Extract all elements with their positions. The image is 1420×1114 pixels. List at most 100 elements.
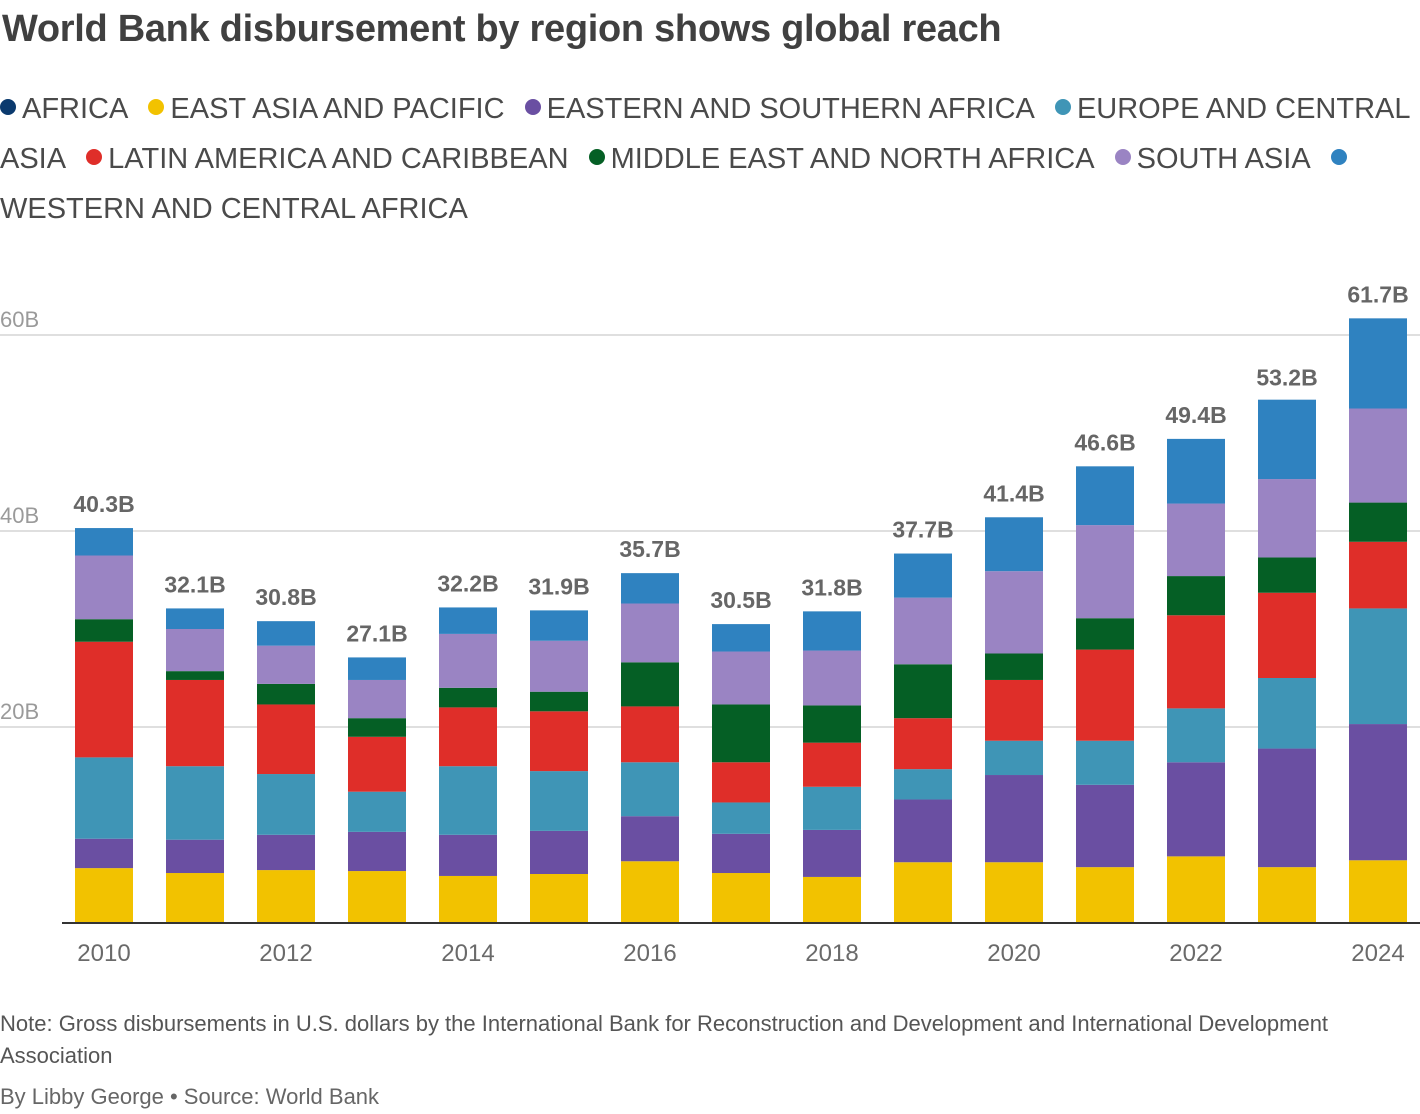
total-label: 37.7B (892, 517, 953, 543)
byline-source: By Libby George • Source: World Bank (0, 1084, 380, 1109)
bar-segment (348, 871, 406, 923)
bar-segment (1258, 592, 1316, 678)
bar-segment (257, 621, 315, 646)
bar-segment (439, 687, 497, 708)
bar-segment (530, 830, 588, 874)
bar-segment (894, 597, 952, 665)
bar-segment (621, 662, 679, 707)
legend-item: WESTERN AND CENTRAL AFRICA (0, 143, 1353, 225)
bar-segment (1349, 608, 1407, 725)
bar-segment (712, 704, 770, 763)
bar-segment (621, 762, 679, 817)
legend-item: SOUTH ASIA (1114, 143, 1311, 175)
bar-segment (75, 757, 133, 839)
legend-label: LATIN AMERICA AND CARIBBEAN (108, 143, 569, 175)
bar-segment (530, 874, 588, 923)
bar-segment (985, 653, 1043, 680)
bar-segment (257, 683, 315, 705)
bar-segment (166, 766, 224, 840)
bar-segment (1076, 466, 1134, 526)
bar-segment (712, 762, 770, 803)
bar-segment (985, 571, 1043, 654)
legend-swatch (1330, 149, 1347, 165)
legend-item: EAST ASIA AND PACIFIC (148, 93, 505, 125)
bar-segment (1167, 856, 1225, 923)
bar-segment (75, 555, 133, 620)
bar-segment (894, 799, 952, 863)
bar-segment (1076, 649, 1134, 741)
bar-segment (1076, 867, 1134, 923)
bar-segment (1167, 438, 1225, 504)
x-tick-label: 2024 (1351, 940, 1404, 967)
total-label: 27.1B (346, 620, 407, 646)
bar-segment (75, 838, 133, 869)
bar-segment (348, 831, 406, 872)
bar-segment (985, 775, 1043, 863)
bar-segment (439, 766, 497, 835)
bar-segment (257, 834, 315, 871)
legend-label: EAST ASIA AND PACIFIC (170, 93, 505, 125)
bar-segment (894, 553, 952, 598)
bar-segment (1258, 557, 1316, 593)
bar-segment (530, 711, 588, 772)
bar-segment (894, 718, 952, 770)
bar-segment (166, 873, 224, 923)
bar-segment (1349, 860, 1407, 923)
x-tick-label: 2010 (77, 940, 130, 967)
bar-segment (803, 829, 861, 877)
total-label: 30.5B (710, 587, 771, 613)
stacked-bar-chart: 20B 40B 60B 40.3B 2010 32.1B 30.8B 2012 27.1B 32.… (0, 281, 1420, 967)
bar-segment (439, 633, 497, 688)
legend-label: MIDDLE EAST AND NORTH AFRICA (610, 143, 1095, 175)
bar-segment (530, 771, 588, 831)
bar-segment (1349, 318, 1407, 409)
x-tick-label: 2012 (259, 940, 312, 967)
chart-note: Note: Gross disbursements in U.S. dollar… (0, 1011, 1329, 1068)
bar-segment (803, 742, 861, 787)
bar-segment (894, 664, 952, 719)
bar-segment (348, 791, 406, 832)
y-tick-label: 60B (0, 307, 39, 332)
bar-segment (803, 611, 861, 651)
bar-segment (257, 774, 315, 835)
bar-segment (894, 862, 952, 923)
x-tick-label: 2018 (805, 940, 858, 967)
bar-segment (1167, 615, 1225, 709)
bar-segment (166, 679, 224, 767)
total-label: 31.8B (801, 574, 862, 600)
bar-segment (894, 769, 952, 800)
bar-segment (621, 603, 679, 663)
bar-segment (803, 786, 861, 830)
legend-item: LATIN AMERICA AND CARIBBEAN (86, 143, 569, 175)
bar-segment (530, 691, 588, 712)
bar-segment (1258, 867, 1316, 923)
bar-segment (1076, 618, 1134, 650)
total-label: 31.9B (528, 573, 589, 599)
y-tick-label: 40B (0, 503, 39, 528)
legend-swatch (0, 99, 16, 115)
total-label: 61.7B (1347, 281, 1408, 307)
bar-segment (1258, 479, 1316, 558)
bar-segment (166, 629, 224, 672)
x-tick-label: 2016 (623, 940, 676, 967)
bar-segment (712, 873, 770, 923)
bar-segment (985, 679, 1043, 741)
bar-segment (621, 573, 679, 604)
bar-segment (439, 707, 497, 767)
bar-segment (1258, 748, 1316, 868)
bar-segment (803, 876, 861, 923)
bar-segment (985, 517, 1043, 572)
total-label: 41.4B (983, 480, 1044, 506)
bar-segment (621, 706, 679, 763)
x-tick-label: 2020 (987, 940, 1040, 967)
bar-segment (1258, 399, 1316, 480)
bar-segment (621, 861, 679, 923)
total-label: 53.2B (1256, 365, 1317, 391)
bar-segment (1258, 678, 1316, 749)
x-tick-label: 2022 (1169, 940, 1222, 967)
bar-segment (1167, 762, 1225, 857)
legend-label: WESTERN AND CENTRAL AFRICA (0, 193, 468, 225)
bar-segment (1349, 541, 1407, 609)
bar-segment (257, 704, 315, 775)
bar-segment (1167, 576, 1225, 616)
